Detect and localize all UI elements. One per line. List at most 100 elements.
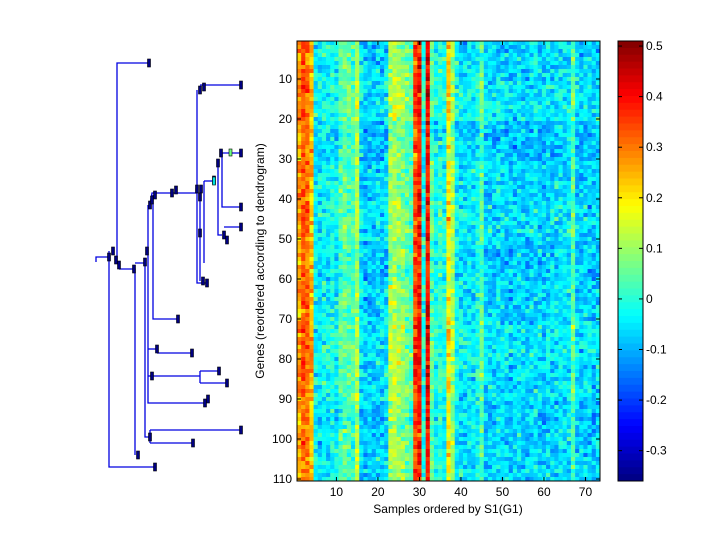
heatmap-cell bbox=[516, 285, 522, 290]
heatmap-cell bbox=[595, 193, 601, 198]
heatmap-cell bbox=[355, 277, 360, 282]
heatmap-cell bbox=[587, 161, 592, 166]
heatmap-cell bbox=[512, 165, 518, 170]
heatmap-cell bbox=[504, 297, 509, 302]
heatmap-cell bbox=[355, 109, 360, 114]
heatmap-cell bbox=[587, 205, 592, 210]
heatmap-cell bbox=[388, 253, 393, 258]
heatmap-cell bbox=[342, 281, 348, 286]
heatmap-cell bbox=[516, 297, 522, 302]
heatmap-cell bbox=[446, 185, 451, 190]
heatmap-cell bbox=[301, 133, 306, 138]
heatmap-cell bbox=[334, 277, 339, 282]
heatmap-cell bbox=[458, 117, 464, 122]
heatmap-cell bbox=[404, 109, 410, 114]
heatmap-cell bbox=[591, 277, 597, 282]
heatmap-cell bbox=[363, 241, 368, 246]
heatmap-cell bbox=[479, 305, 485, 310]
heatmap-cell bbox=[508, 105, 514, 110]
heatmap-cell bbox=[591, 233, 597, 238]
heatmap-cell bbox=[450, 61, 456, 66]
heatmap-cell bbox=[413, 293, 418, 298]
heatmap-cell bbox=[533, 53, 539, 58]
heatmap-cell bbox=[334, 261, 339, 266]
heatmap-cell bbox=[483, 225, 489, 230]
heatmap-cell bbox=[367, 57, 373, 62]
heatmap-cell bbox=[562, 45, 568, 50]
heatmap-cell bbox=[375, 145, 381, 150]
heatmap-cell bbox=[463, 121, 468, 126]
heatmap-cell bbox=[334, 273, 339, 278]
heatmap-cell bbox=[305, 285, 310, 290]
heatmap-cell bbox=[396, 241, 402, 246]
heatmap-cell bbox=[338, 205, 343, 210]
heatmap-cell bbox=[350, 193, 356, 198]
heatmap-cell bbox=[404, 53, 410, 58]
heatmap-cell bbox=[541, 153, 547, 158]
heatmap-cell bbox=[409, 281, 414, 286]
heatmap-cell bbox=[575, 61, 580, 66]
heatmap-cell bbox=[450, 233, 456, 238]
heatmap-cell bbox=[541, 109, 547, 114]
heatmap-cell bbox=[500, 193, 505, 198]
heatmap-cell bbox=[516, 77, 522, 82]
heatmap-cell bbox=[442, 169, 447, 174]
heatmap-cell bbox=[305, 189, 310, 194]
heatmap-cell bbox=[479, 133, 485, 138]
heatmap-cell bbox=[554, 149, 559, 154]
heatmap-cell bbox=[458, 145, 464, 150]
heatmap-cell bbox=[492, 241, 497, 246]
heatmap-cell bbox=[355, 121, 360, 126]
heatmap-cell bbox=[575, 169, 580, 174]
heatmap-cell bbox=[380, 133, 385, 138]
heatmap-cell bbox=[533, 269, 539, 274]
heatmap-cell bbox=[342, 41, 348, 46]
heatmap-cell bbox=[575, 201, 580, 206]
heatmap-cell bbox=[305, 157, 310, 162]
heatmap-cell bbox=[525, 137, 530, 142]
heatmap-cell bbox=[371, 57, 377, 62]
heatmap-cell bbox=[346, 289, 352, 294]
heatmap-cell bbox=[297, 297, 302, 302]
heatmap-cell bbox=[492, 193, 497, 198]
heatmap-cell bbox=[359, 101, 364, 106]
heatmap-cell bbox=[350, 257, 356, 262]
heatmap-cell bbox=[334, 173, 339, 178]
heatmap-cell bbox=[450, 265, 456, 270]
heatmap-cell bbox=[458, 241, 464, 246]
heatmap-cell bbox=[321, 109, 327, 114]
heatmap-cell bbox=[297, 89, 302, 94]
heatmap-cell bbox=[454, 293, 460, 298]
heatmap-cell bbox=[446, 237, 451, 242]
heatmap-cell bbox=[421, 189, 426, 194]
heatmap-cell bbox=[504, 129, 509, 134]
heatmap-cell bbox=[550, 233, 555, 238]
heatmap-cell bbox=[380, 253, 385, 258]
heatmap-cell bbox=[487, 113, 493, 118]
heatmap-cell bbox=[433, 181, 439, 186]
heatmap-cell bbox=[583, 69, 588, 74]
heatmap-cell bbox=[562, 269, 568, 274]
heatmap-cell bbox=[487, 217, 493, 222]
heatmap-cell bbox=[525, 153, 530, 158]
heatmap-cell bbox=[346, 293, 352, 298]
heatmap-cell bbox=[326, 157, 331, 162]
heatmap-cell bbox=[309, 77, 314, 82]
heatmap-cell bbox=[554, 201, 559, 206]
heatmap-cell bbox=[384, 125, 389, 130]
heatmap-cell bbox=[400, 281, 406, 286]
heatmap-cell bbox=[500, 129, 505, 134]
heatmap-cell bbox=[442, 109, 447, 114]
heatmap-cell bbox=[570, 245, 576, 250]
heatmap-cell bbox=[587, 285, 592, 290]
heatmap-cell bbox=[475, 265, 480, 270]
heatmap-cell bbox=[487, 177, 493, 182]
heatmap-cell bbox=[429, 209, 435, 214]
heatmap-cell bbox=[575, 149, 580, 154]
heatmap-cell bbox=[558, 89, 563, 94]
heatmap-cell bbox=[475, 177, 480, 182]
heatmap-cell bbox=[537, 129, 543, 134]
heatmap-cell bbox=[483, 273, 489, 278]
heatmap-cell bbox=[338, 101, 343, 106]
heatmap-cell bbox=[562, 77, 568, 82]
